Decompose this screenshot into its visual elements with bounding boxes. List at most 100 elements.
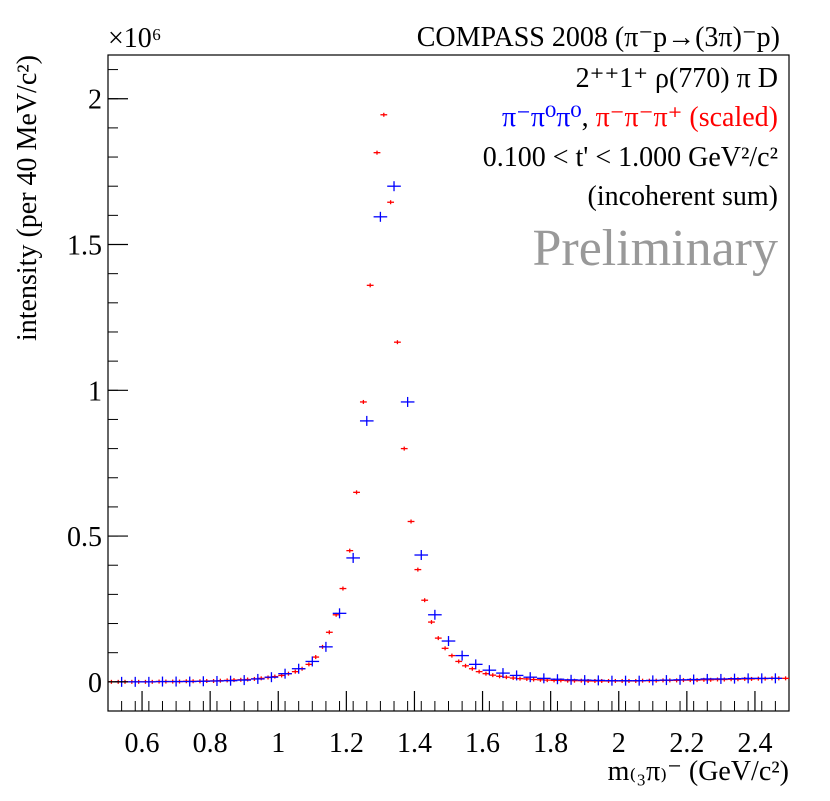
data-point-blue	[686, 674, 701, 685]
incoherent-label: (incoherent sum)	[588, 181, 779, 212]
data-point-blue	[537, 673, 551, 684]
data-point-red	[482, 671, 490, 676]
data-point-blue	[169, 676, 183, 687]
data-point-blue	[673, 674, 687, 685]
y-exponent-label: ×10⁶	[108, 23, 162, 54]
x-tick-label: 0.6	[125, 728, 160, 759]
data-point-red	[414, 567, 422, 572]
y-tick-label: 2	[88, 85, 102, 116]
data-point-red	[434, 636, 442, 641]
tprime-label: 0.100 < t' < 1.000 GeV²/c²	[483, 142, 778, 173]
data-point-blue	[332, 608, 347, 619]
data-point-blue	[618, 675, 633, 686]
data-point-red	[400, 446, 408, 451]
data-point-red	[387, 200, 395, 205]
x-tick-label: 1.2	[329, 728, 364, 759]
data-point-red	[475, 669, 483, 674]
data-point-blue	[550, 674, 565, 685]
data-point-red	[325, 630, 333, 635]
chart-title: COMPASS 2008 (π⁻p→(3π)⁻p)	[417, 22, 780, 53]
data-point-blue	[291, 663, 306, 674]
data-point-red	[359, 399, 367, 404]
data-point-blue	[659, 675, 674, 686]
legend-separator: ,	[582, 102, 589, 133]
data-point-blue	[400, 396, 415, 407]
data-point-blue	[251, 673, 265, 684]
y-axis-ticks: 0 0.5 1 1.5 2	[67, 69, 128, 712]
data-point-blue	[564, 674, 578, 685]
data-point-blue	[523, 672, 538, 683]
data-point-blue	[482, 665, 497, 676]
data-point-blue	[414, 550, 429, 561]
y-tick-label: 1	[88, 376, 102, 407]
data-point-red	[448, 653, 456, 658]
data-point-blue	[645, 675, 660, 686]
data-point-blue	[509, 670, 524, 681]
data-point-blue	[373, 211, 388, 222]
data-point-blue	[605, 675, 619, 686]
data-point-red	[305, 662, 313, 667]
x-tick-label: 1	[271, 728, 285, 759]
legend: π⁻π⁰π⁰, π⁻π⁻π⁺ (scaled)	[502, 102, 778, 133]
data-point-blue	[754, 673, 769, 684]
data-point-red	[441, 646, 449, 651]
data-point-red	[530, 677, 538, 682]
x-tick-label: 1.8	[533, 728, 568, 759]
data-point-blue	[387, 181, 401, 192]
data-point-blue	[577, 675, 592, 686]
wave-label: 2⁺⁺1⁺ ρ(770) π D	[576, 63, 778, 94]
data-point-red	[394, 340, 401, 345]
data-point-red	[339, 586, 347, 591]
series-blue-group	[114, 181, 783, 687]
x-axis-title: m₍₃π₎⁻ (GeV/c²)	[608, 756, 789, 787]
x-tick-label: 0.8	[193, 728, 228, 759]
data-point-red	[782, 676, 789, 681]
data-point-red	[489, 673, 497, 678]
x-tick-label: 2	[612, 728, 626, 759]
x-tick-label: 1.6	[465, 728, 500, 759]
data-point-red	[421, 598, 429, 603]
data-point-blue	[278, 668, 292, 679]
data-point-red	[312, 655, 320, 660]
data-point-blue	[632, 675, 646, 686]
data-point-blue	[210, 675, 224, 686]
data-point-red	[407, 519, 415, 524]
data-point-red	[353, 490, 360, 495]
data-point-blue	[223, 675, 238, 686]
x-tick-label: 1.4	[397, 728, 432, 759]
data-point-red	[373, 150, 381, 155]
y-axis-title: intensity (per 40 MeV/c²)	[12, 55, 43, 341]
data-point-red	[455, 659, 463, 664]
data-point-blue	[319, 641, 333, 652]
data-point-red	[366, 283, 374, 288]
data-point-blue	[496, 668, 510, 679]
data-point-blue	[196, 676, 211, 687]
data-point-blue	[700, 673, 715, 684]
data-point-red	[509, 676, 517, 681]
y-tick-label: 0.5	[67, 522, 102, 553]
data-point-blue	[428, 609, 442, 620]
data-point-blue	[727, 673, 742, 684]
data-point-blue	[155, 676, 170, 687]
data-point-blue	[441, 636, 456, 647]
data-point-red	[502, 675, 510, 680]
data-point-blue	[714, 673, 728, 684]
data-point-red	[462, 663, 469, 668]
data-point-red	[346, 548, 354, 553]
data-point-blue	[455, 650, 469, 661]
y-tick-label: 1.5	[67, 231, 102, 262]
data-point-blue	[359, 415, 374, 426]
data-point-red	[516, 676, 524, 681]
data-point-blue	[237, 675, 252, 686]
data-point-blue	[305, 656, 320, 667]
preliminary-watermark: Preliminary	[532, 220, 778, 277]
x-tick-label: 2.4	[737, 728, 772, 759]
x-axis-ticks: 0.6 0.8 1 1.2 1.4 1.6 1.8 2 2.2 2.4	[107, 691, 790, 759]
data-point-red	[496, 674, 503, 679]
data-point-blue	[768, 673, 783, 684]
data-point-blue	[468, 659, 483, 670]
data-point-blue	[142, 676, 156, 687]
x-tick-label: 2.2	[669, 728, 704, 759]
data-point-blue	[741, 673, 755, 684]
